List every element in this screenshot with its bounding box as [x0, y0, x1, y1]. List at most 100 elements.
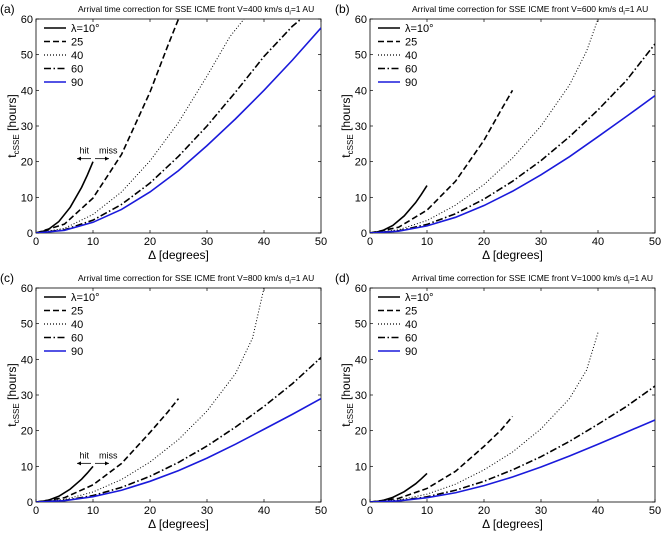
series-line-lambda-25	[370, 415, 514, 502]
chart-title: Arrival time correction for SSE ICME fro…	[412, 4, 648, 17]
y-tick-label: 60	[355, 14, 367, 26]
legend-entry: 25	[71, 306, 83, 318]
x-tick-label: 0	[367, 505, 373, 517]
y-tick-label: 50	[21, 50, 33, 62]
chart-title: Arrival time correction for SSE ICME fro…	[412, 273, 653, 286]
x-tick-label: 40	[258, 505, 270, 517]
series-line-lambda-25	[36, 398, 180, 502]
series-line-lambda-40	[36, 19, 245, 233]
y-tick-label: 60	[21, 14, 33, 26]
chart-panel: (b) Arrival time correction for SSE ICME …	[335, 2, 661, 262]
legend-entry: λ=10°	[405, 23, 434, 35]
y-tick-label: 0	[361, 228, 367, 240]
y-tick-label: 0	[361, 497, 367, 509]
series-line-lambda-90	[370, 95, 655, 233]
hit-label: hit	[79, 146, 89, 156]
miss-arrow-head	[105, 156, 109, 161]
chart-title: Arrival time correction for SSE ICME fro…	[78, 4, 314, 17]
legend-entry: 90	[71, 346, 83, 358]
series-line-lambda-90	[370, 419, 655, 502]
legend-entry: 40	[71, 319, 83, 331]
series-line-lambda-60	[36, 356, 321, 502]
x-tick-label: 30	[201, 505, 213, 517]
x-tick-label: 0	[33, 236, 39, 248]
series-line-lambda-25	[36, 19, 180, 233]
legend-entry: 60	[405, 333, 417, 345]
x-tick-label: 30	[535, 236, 547, 248]
panel-label: (a)	[0, 2, 15, 16]
legend-entry: 90	[71, 77, 83, 89]
x-tick-label: 10	[87, 236, 99, 248]
legend-entry: 90	[405, 346, 417, 358]
y-tick-label: 40	[355, 354, 367, 366]
legend-entry: 40	[71, 50, 83, 62]
panel-label: (c)	[0, 271, 14, 285]
series-line-lambda-90	[36, 27, 321, 233]
legend-entry: 25	[405, 37, 417, 49]
y-tick-label: 0	[27, 228, 33, 240]
hit-arrow-head	[77, 461, 81, 466]
series-line-lambda-10	[370, 185, 428, 233]
legend-entry: λ=10°	[405, 292, 434, 304]
y-axis-label: tcSSE [hours]	[5, 94, 21, 157]
legend-entry: λ=10°	[71, 23, 100, 35]
y-tick-label: 10	[21, 192, 33, 204]
legend-entry: 25	[405, 306, 417, 318]
y-tick-label: 60	[355, 283, 367, 295]
x-tick-label: 50	[649, 236, 661, 248]
x-tick-label: 50	[315, 505, 327, 517]
series-line-lambda-60	[370, 385, 655, 502]
y-tick-label: 60	[21, 283, 33, 295]
x-tick-label: 20	[478, 236, 490, 248]
chart-title: Arrival time correction for SSE ICME fro…	[78, 273, 314, 286]
panel-label: (d)	[335, 271, 350, 285]
hit-arrow-head	[77, 156, 81, 161]
y-tick-label: 20	[21, 426, 33, 438]
miss-label: miss	[99, 450, 118, 460]
chart-panel: (a) Arrival time correction for SSE ICME …	[0, 2, 327, 262]
x-axis-label: Δ [degrees]	[482, 248, 543, 262]
y-tick-label: 30	[21, 390, 33, 402]
legend-entry: 60	[71, 64, 83, 76]
series-line-lambda-60	[370, 43, 655, 233]
legend-entry: 60	[405, 64, 417, 76]
x-tick-label: 10	[421, 236, 433, 248]
miss-label: miss	[99, 146, 118, 156]
y-tick-label: 20	[355, 426, 367, 438]
legend-entry: 90	[405, 77, 417, 89]
x-tick-label: 10	[421, 505, 433, 517]
legend-entry: 60	[71, 333, 83, 345]
x-tick-label: 10	[87, 505, 99, 517]
hit-label: hit	[79, 450, 89, 460]
x-axis-label: Δ [degrees]	[482, 517, 543, 531]
legend-entry: 40	[405, 319, 417, 331]
y-tick-label: 30	[355, 121, 367, 133]
x-tick-label: 30	[535, 505, 547, 517]
chart-panel: (d) Arrival time correction for SSE ICME …	[335, 271, 661, 531]
y-tick-label: 30	[355, 390, 367, 402]
series-line-lambda-10	[36, 161, 94, 233]
x-axis-label: Δ [degrees]	[148, 517, 209, 531]
x-tick-label: 50	[649, 505, 661, 517]
y-tick-label: 0	[27, 497, 33, 509]
series-line-lambda-90	[36, 397, 321, 502]
series-line-lambda-40	[370, 19, 599, 233]
x-tick-label: 20	[144, 505, 156, 517]
y-tick-label: 40	[355, 85, 367, 97]
y-tick-label: 50	[355, 50, 367, 62]
y-axis-label: tcSSE [hours]	[339, 94, 355, 157]
y-tick-label: 10	[355, 192, 367, 204]
y-tick-label: 40	[21, 354, 33, 366]
legend-entry: λ=10°	[71, 292, 100, 304]
x-tick-label: 20	[144, 236, 156, 248]
y-tick-label: 50	[355, 319, 367, 331]
y-tick-label: 10	[21, 461, 33, 473]
x-tick-label: 0	[367, 236, 373, 248]
miss-arrow-head	[105, 461, 109, 466]
series-line-lambda-60	[36, 19, 302, 233]
panel-label: (b)	[335, 2, 350, 16]
y-tick-label: 20	[21, 157, 33, 169]
x-tick-label: 0	[33, 505, 39, 517]
